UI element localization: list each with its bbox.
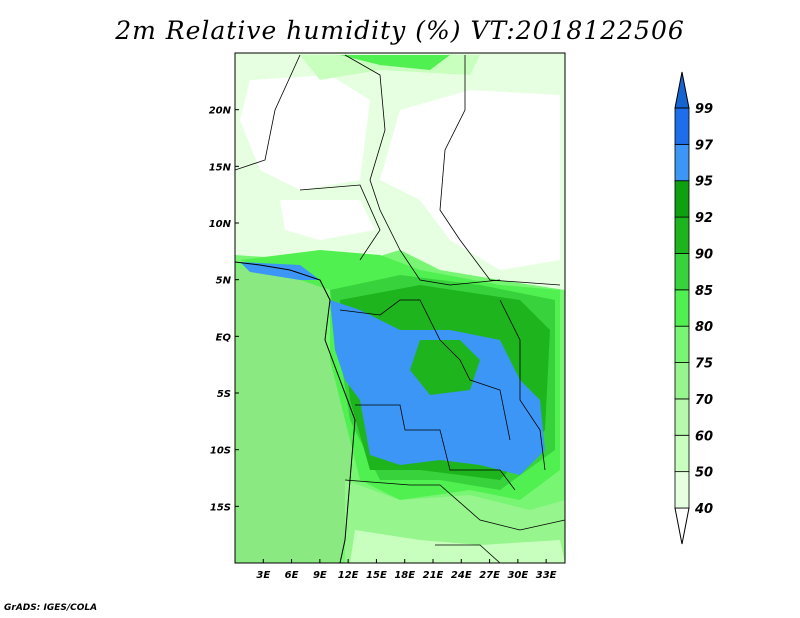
- colorbar-segment: [674, 471, 690, 509]
- colorbar-label: 90: [695, 247, 713, 262]
- colorbar-segment: [674, 289, 690, 327]
- plot-title: 2m Relative humidity (%) VT:2018122506: [115, 16, 685, 45]
- lat-tick-label: EQ: [216, 332, 232, 343]
- colorbar-label: 50: [695, 466, 713, 481]
- lon-tick-label: 24E: [451, 570, 472, 581]
- colorbar-segment: [674, 107, 690, 145]
- colorbar-segment: [674, 216, 690, 254]
- colorbar-segment: [674, 325, 690, 363]
- colorbar-segment: [674, 398, 690, 436]
- lat-tick-label: 15N: [209, 162, 232, 173]
- lon-tick-label: 9E: [313, 570, 327, 581]
- lon-tick-label: 21E: [423, 570, 444, 581]
- lat-tick-label: 15S: [210, 502, 231, 513]
- lat-axis: 20N 15N 10N 5N EQ 5S 10S 15S: [209, 106, 239, 513]
- ocean-area: [235, 268, 355, 563]
- lon-tick-label: 6E: [285, 570, 299, 581]
- colorbar-label: 92: [695, 211, 713, 226]
- colorbar-label: 95: [695, 175, 713, 190]
- lon-tick-label: 3E: [256, 570, 270, 581]
- lon-tick-label: 15E: [366, 570, 387, 581]
- colorbar-label: 75: [695, 357, 713, 372]
- colorbar-segment: [674, 253, 690, 291]
- colorbar-label: 60: [695, 429, 713, 444]
- colorbar-label: 85: [695, 284, 713, 299]
- colorbar-label: 40: [694, 502, 713, 517]
- colorbar: 40 50 60 70 75 80 85 90 92 95 97 99: [674, 71, 714, 545]
- colorbar-segment: [674, 434, 690, 473]
- lat-tick-label: 20N: [209, 106, 232, 117]
- coastline: [235, 261, 356, 563]
- lon-tick-label: 27E: [479, 570, 500, 581]
- lat-tick-label: 10S: [210, 446, 231, 457]
- lat-tick-label: 10N: [209, 219, 232, 230]
- colorbar-label: 97: [695, 138, 714, 153]
- lon-tick-label: 12E: [338, 570, 359, 581]
- lon-tick-label: 30E: [507, 570, 528, 581]
- colorbar-segment: [674, 143, 690, 182]
- lat-tick-label: 5S: [217, 389, 231, 400]
- lon-axis: 3E 6E 9E 12E 15E 18E 21E 24E 27E 30E 33E: [256, 559, 557, 581]
- colorbar-label: 80: [695, 320, 713, 335]
- colorbar-label: 70: [695, 393, 713, 408]
- map-frame: [234, 52, 566, 564]
- colorbar-segment: [674, 362, 690, 400]
- humidity-field: [235, 53, 565, 563]
- lon-tick-label: 33E: [536, 570, 557, 581]
- lat-tick-label: 5N: [216, 276, 232, 287]
- credit-text: GrADS: IGES/COLA: [4, 603, 98, 613]
- colorbar-label: 99: [695, 102, 713, 117]
- colorbar-lower-extend: [674, 507, 690, 545]
- colorbar-upper-extend: [674, 71, 690, 109]
- colorbar-segment: [674, 180, 690, 218]
- lon-tick-label: 18E: [394, 570, 415, 581]
